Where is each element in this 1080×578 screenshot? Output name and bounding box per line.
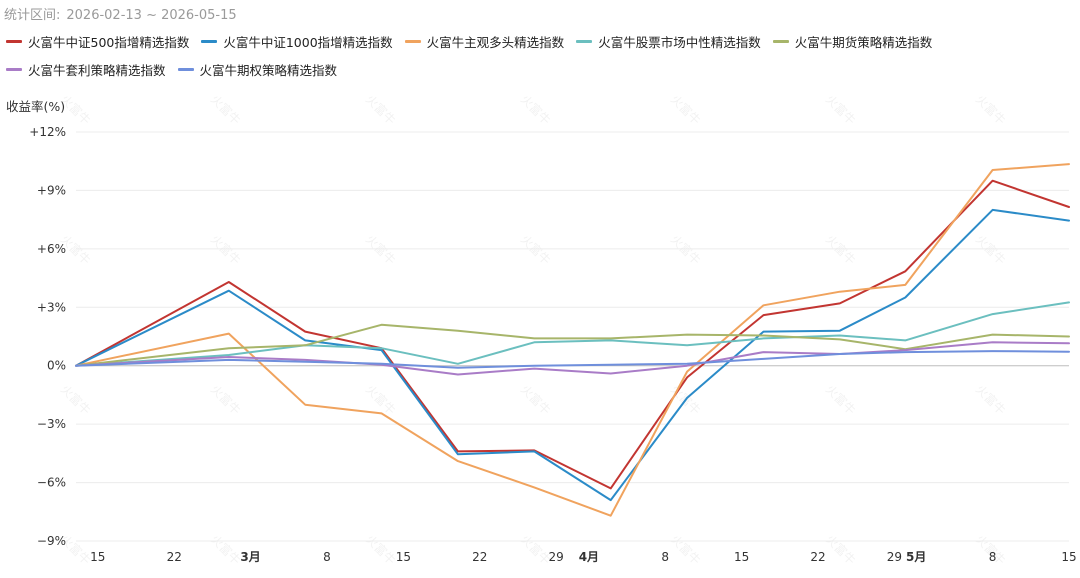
x-tick-label: 22 xyxy=(167,550,182,564)
legend-label: 火富牛期货策略精选指数 xyxy=(794,34,933,50)
y-tick-label: 0% xyxy=(47,359,66,373)
date-range: 统计区间: 2026-02-13 ~ 2026-05-15 xyxy=(4,4,243,23)
legend-item[interactable]: 火富牛期权策略精选指数 xyxy=(177,60,338,78)
legend-swatch xyxy=(177,67,194,71)
legend-swatch xyxy=(404,39,421,43)
x-tick-label: 15 xyxy=(396,550,411,564)
y-tick-label: −3% xyxy=(37,417,66,431)
watermark-text: 火富牛 xyxy=(823,92,859,128)
y-tick-label: −6% xyxy=(37,476,66,490)
x-tick-label: 3月 xyxy=(240,550,260,564)
legend-item[interactable]: 火富牛中证1000指增精选指数 xyxy=(201,32,393,50)
x-tick-label: 8 xyxy=(989,550,997,564)
watermark-text: 火富牛 xyxy=(668,92,704,128)
legend-swatch xyxy=(201,39,218,43)
x-tick-label: 8 xyxy=(661,550,669,564)
date-range-value: 2026-02-13 ~ 2026-05-15 xyxy=(66,8,237,23)
watermark-text: 火富牛 xyxy=(518,232,554,268)
legend-label: 火富牛中证500指增精选指数 xyxy=(28,34,190,50)
legend-swatch xyxy=(6,67,22,71)
x-tick-label: 29 xyxy=(887,550,902,564)
watermark-text: 火富牛 xyxy=(208,382,244,418)
x-tick-label: 5月 xyxy=(906,550,926,564)
watermark-text: 火富牛 xyxy=(823,232,859,268)
x-tick-label: 15 xyxy=(90,550,105,564)
watermark-text: 火富牛 xyxy=(58,382,94,418)
x-tick-label: 22 xyxy=(810,550,825,564)
watermark-text: 火富牛 xyxy=(518,382,554,418)
series-line xyxy=(75,163,1070,517)
watermark-text: 火富牛 xyxy=(208,232,244,268)
x-tick-label: 15 xyxy=(734,550,749,564)
legend-item[interactable]: 火富牛期货策略精选指数 xyxy=(772,32,933,50)
watermark-text: 火富牛 xyxy=(973,382,1009,418)
watermark-text: 火富牛 xyxy=(973,232,1009,268)
watermark-text: 火富牛 xyxy=(363,232,399,268)
series-line xyxy=(75,341,1070,376)
legend-label: 火富牛股票市场中性精选指数 xyxy=(598,34,761,50)
watermark-text: 火富牛 xyxy=(58,92,94,128)
date-range-label: 统计区间: xyxy=(4,8,61,23)
series-line xyxy=(75,350,1070,369)
watermark-text: 火富牛 xyxy=(668,532,704,568)
x-tick-label: 22 xyxy=(472,550,487,564)
y-tick-label: −9% xyxy=(37,534,66,548)
y-tick-label: +12% xyxy=(29,125,66,139)
legend-label: 火富牛主观多头精选指数 xyxy=(426,34,565,50)
series-line xyxy=(75,208,1070,502)
watermark-text: 火富牛 xyxy=(208,532,244,568)
legend-label: 火富牛中证1000指增精选指数 xyxy=(223,34,393,50)
x-tick-label: 29 xyxy=(548,550,563,564)
legend-swatch xyxy=(576,39,593,43)
legend-swatch xyxy=(772,39,789,43)
y-tick-label: +6% xyxy=(37,242,66,256)
x-tick-label: 8 xyxy=(323,550,331,564)
y-axis-label: 收益率(%) xyxy=(6,99,66,114)
legend-label: 火富牛套利策略精选指数 xyxy=(28,62,166,78)
legend-item[interactable]: 火富牛套利策略精选指数 xyxy=(6,60,166,78)
watermark-text: 火富牛 xyxy=(363,532,399,568)
watermark-text: 火富牛 xyxy=(518,92,554,128)
legend-label: 火富牛期权策略精选指数 xyxy=(199,62,338,78)
watermark-text: 火富牛 xyxy=(208,92,244,128)
watermark-text: 火富牛 xyxy=(823,532,859,568)
series-line xyxy=(75,179,1070,490)
x-tick-label: 15 xyxy=(1061,550,1076,564)
watermark-text: 火富牛 xyxy=(668,232,704,268)
legend-item[interactable]: 火富牛主观多头精选指数 xyxy=(404,32,565,50)
legend-item[interactable]: 火富牛股票市场中性精选指数 xyxy=(576,32,761,50)
legend-swatch xyxy=(6,39,22,43)
chart-legend: 火富牛中证500指增精选指数 火富牛中证1000指增精选指数 火富牛主观多头精选指数… xyxy=(6,32,1080,78)
watermark-text: 火富牛 xyxy=(973,92,1009,128)
watermark-text: 火富牛 xyxy=(363,92,399,128)
watermark-text: 火富牛 xyxy=(823,382,859,418)
y-tick-label: +3% xyxy=(37,300,66,314)
legend-item[interactable]: 火富牛中证500指增精选指数 xyxy=(6,32,189,50)
y-tick-label: +9% xyxy=(37,183,66,197)
x-tick-label: 4月 xyxy=(579,550,599,564)
